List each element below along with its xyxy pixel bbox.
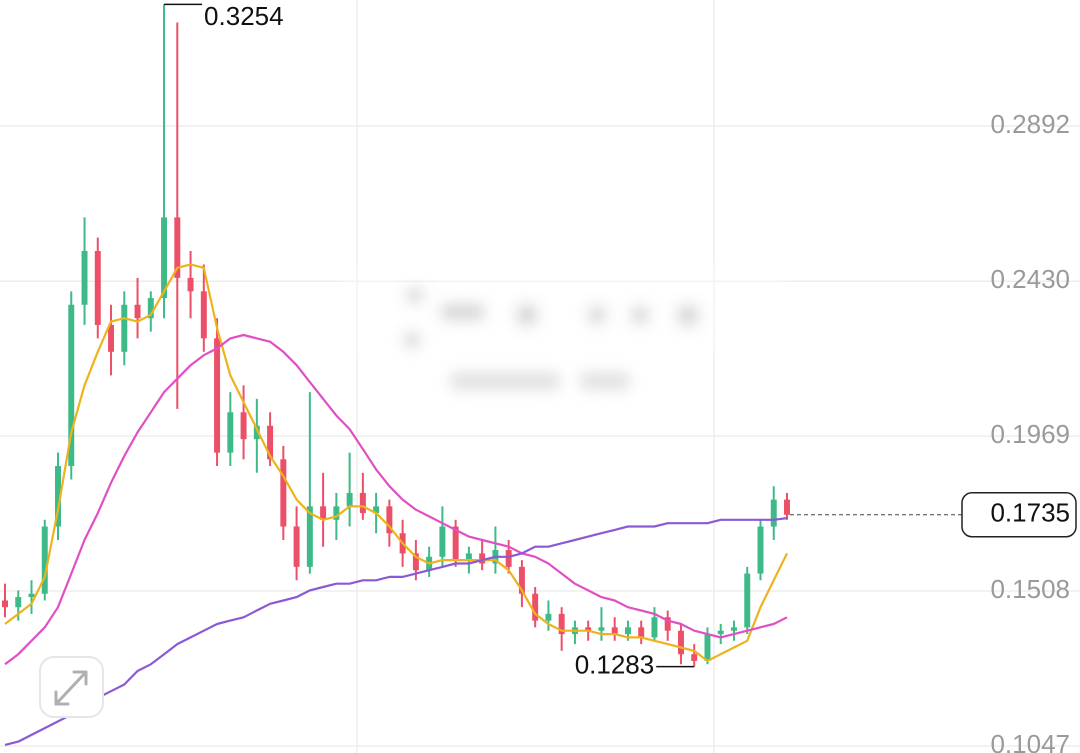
candle-body — [200, 291, 207, 339]
candle-body — [704, 634, 711, 661]
candle-body — [2, 600, 8, 608]
candle-body — [757, 526, 764, 574]
candle-body — [333, 506, 340, 520]
y-tick-label: 0.2892 — [990, 109, 1070, 139]
candle-body — [306, 506, 313, 567]
expand-button[interactable] — [39, 656, 104, 718]
candle-body — [691, 654, 698, 661]
candle-body — [412, 553, 419, 571]
candle-body — [253, 425, 260, 440]
moving-average-line — [4, 333, 788, 666]
candle-body — [108, 324, 115, 352]
candle-body — [518, 566, 525, 594]
candle-body — [161, 217, 168, 299]
grid: 0.2892 0.2430 0.1969 0.1508 0.1047 — [0, 109, 1080, 753]
candle-body — [558, 613, 565, 635]
candle-body — [359, 492, 366, 514]
y-tick-label: 0.1969 — [990, 419, 1070, 449]
candle-body — [545, 613, 552, 621]
candle-body — [68, 304, 75, 467]
candle-body — [717, 630, 724, 635]
candle-body — [94, 251, 101, 325]
candle-body — [227, 412, 234, 453]
candle-body — [598, 627, 605, 631]
candle-body — [624, 627, 631, 635]
candle-body — [386, 506, 393, 534]
min-marker-label: 0.1283 — [575, 650, 655, 680]
last-price-label: 0.1735 — [990, 498, 1070, 528]
candle-body — [731, 627, 737, 631]
candle-body — [505, 550, 512, 567]
last-price-box — [961, 492, 1077, 538]
candle-body — [346, 492, 353, 507]
candle-body — [784, 499, 790, 515]
candle-body — [452, 526, 459, 561]
candle-body — [532, 593, 539, 621]
candle-body — [611, 627, 618, 635]
candle-body — [677, 630, 684, 655]
watermark — [340, 265, 785, 390]
candle-body — [744, 573, 751, 628]
y-tick-label: 0.1508 — [990, 574, 1070, 604]
max-marker-label: 0.3254 — [204, 1, 284, 31]
candle-body — [293, 526, 300, 567]
candle-body — [320, 506, 327, 520]
candle-body — [174, 217, 181, 278]
moving-average-line — [4, 263, 788, 662]
candle-body — [280, 459, 287, 527]
candle-body — [267, 425, 274, 460]
candle-body — [638, 627, 645, 638]
candle-body — [651, 617, 658, 638]
candle-body — [770, 499, 777, 527]
candle-body — [585, 627, 592, 631]
y-tick-label: 0.2430 — [990, 264, 1070, 294]
candle-body — [41, 526, 48, 594]
candle-body — [373, 506, 380, 514]
candle-body — [15, 597, 22, 608]
candle-body — [439, 526, 446, 557]
candle-body — [664, 617, 671, 631]
moving-average-line — [4, 517, 788, 746]
candle-body — [240, 412, 247, 440]
candle-body — [28, 593, 35, 598]
candle-body — [121, 304, 128, 352]
y-tick-label: 0.1047 — [990, 729, 1070, 753]
candle-body — [147, 298, 154, 319]
candle-body — [134, 304, 141, 319]
candle-body — [55, 466, 61, 527]
candle-body — [479, 553, 486, 564]
candle-body — [465, 553, 472, 561]
candle-body — [214, 338, 221, 453]
candle-body — [81, 251, 88, 305]
candle-body — [187, 277, 194, 292]
